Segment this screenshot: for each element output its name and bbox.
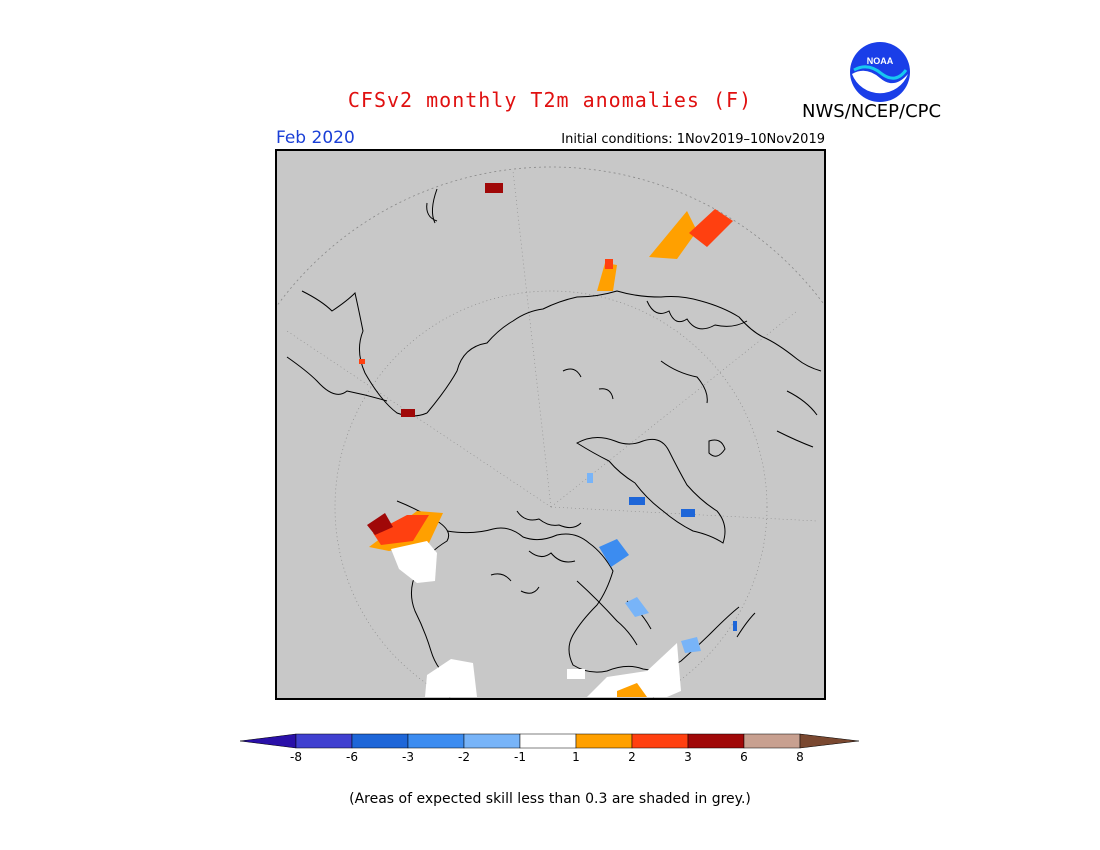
anomaly-cell-cool-3 [733, 621, 737, 631]
agency-label: NWS/NCEP/CPC [802, 101, 942, 122]
colorbar-tick: -8 [290, 750, 302, 764]
anomaly-cell-warm-3 [605, 259, 613, 269]
anomaly-region-near-normal [425, 659, 477, 697]
meridian-line [286, 330, 552, 508]
colorbar-segment [295, 733, 353, 749]
colorbar-segment [687, 733, 745, 749]
colorbar-segment [351, 733, 409, 749]
anomaly-region-cool-1 [681, 637, 701, 653]
colorbar-tick: 3 [684, 750, 692, 764]
colorbar-segment [631, 733, 689, 749]
colorbar-tick: -6 [346, 750, 358, 764]
anomaly-region-near-normal [391, 541, 437, 583]
anomaly-region-warm-3 [373, 515, 429, 545]
map-title: CFSv2 monthly T2m anomalies (F) [347, 88, 753, 112]
colorbar-segment [575, 733, 633, 749]
coastlines [286, 188, 822, 682]
anomaly-region-warm-3 [689, 209, 733, 247]
colorbar-tick: 8 [796, 750, 804, 764]
anomaly-cell-near-normal [567, 669, 585, 679]
noaa-logo: NOAA [850, 42, 910, 102]
colorbar-tick: 6 [740, 750, 748, 764]
svg-text:NOAA: NOAA [867, 56, 894, 66]
anomaly-region-warm-2 [649, 211, 697, 259]
colorbar-tick: -3 [402, 750, 414, 764]
meridian-line [512, 170, 552, 508]
colorbar-segment [407, 733, 465, 749]
skill-footnote: (Areas of expected skill less than 0.3 a… [349, 791, 751, 807]
anomaly-region-warm-2 [617, 683, 647, 697]
anomaly-shading [359, 183, 737, 697]
colorbar-segment [799, 733, 860, 749]
anomaly-region-cool-1 [625, 597, 649, 617]
anomaly-region-warm-2 [597, 263, 617, 291]
meridian-line [550, 506, 818, 522]
initial-conditions-label: Initial conditions: 1Nov2019–10Nov2019 [561, 132, 825, 147]
anomaly-cell-cool-1 [587, 473, 593, 483]
anomaly-region-cool-2 [599, 539, 629, 567]
anomaly-region-warm-6 [367, 513, 393, 535]
colorbar-tick: -2 [458, 750, 470, 764]
colorbar-segment [240, 733, 297, 749]
colorbar-tick: 1 [572, 750, 580, 764]
colorbar-tick-labels: -8 -6 -3 -2 -1 1 2 3 6 8 [240, 750, 860, 768]
colorbar-segment [463, 733, 521, 749]
colorbar [240, 733, 860, 749]
anomaly-cell-warm-6 [401, 409, 415, 417]
anomaly-cell-warm-3 [359, 359, 365, 364]
latitude-circle-60 [334, 290, 768, 698]
valid-month-label: Feb 2020 [276, 128, 355, 148]
map-domain-circle [277, 166, 824, 307]
colorbar-tick: 2 [628, 750, 636, 764]
anomaly-cell-cool-3 [681, 509, 695, 517]
polar-map [275, 149, 826, 700]
colorbar-segment [743, 733, 801, 749]
colorbar-segment [519, 733, 577, 749]
anomaly-cell-warm-6 [485, 183, 503, 193]
anomaly-cell-cool-3 [629, 497, 645, 505]
anomaly-region-near-normal [587, 643, 681, 697]
colorbar-tick: -1 [514, 750, 526, 764]
